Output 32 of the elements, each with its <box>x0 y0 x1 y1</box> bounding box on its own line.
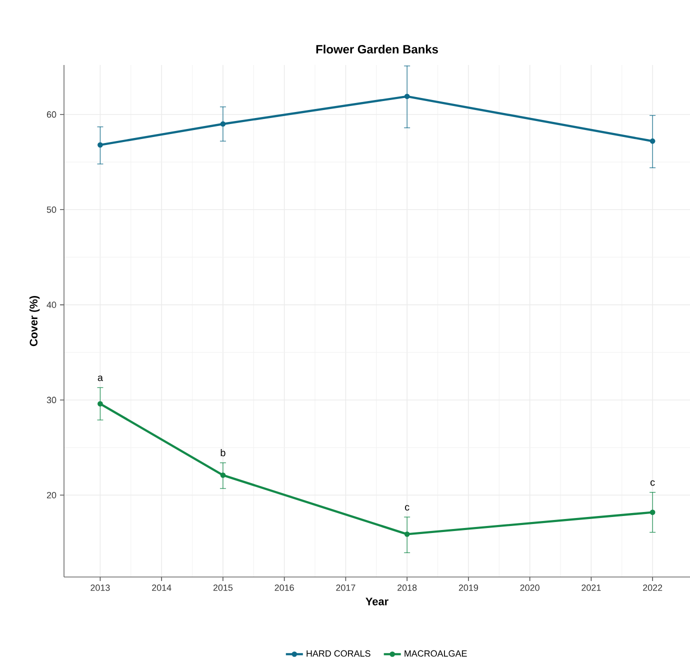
point <box>98 142 103 148</box>
legend-label: MACROALGAE <box>404 650 467 657</box>
x-tick-label: 2017 <box>336 584 356 591</box>
point <box>650 138 656 144</box>
annotation: c <box>405 505 410 511</box>
point <box>404 94 410 100</box>
x-tick-label: 2022 <box>643 584 662 591</box>
point <box>220 472 226 478</box>
x-tick-label: 2018 <box>398 584 417 591</box>
point <box>98 401 103 406</box>
y-tick-label: 40 <box>46 302 56 308</box>
x-tick-label: 2013 <box>90 584 110 591</box>
legend-label: HARD CORALS <box>306 650 370 657</box>
x-tick-label: 2016 <box>274 584 294 591</box>
y-tick-label: 50 <box>46 206 56 213</box>
annotation: c <box>650 480 655 486</box>
x-tick-label: 2020 <box>520 584 540 591</box>
y-tick-label: 60 <box>46 111 56 118</box>
x-tick-label: 2021 <box>582 584 601 591</box>
point <box>650 510 656 515</box>
point <box>404 531 410 537</box>
y-tick-label: 20 <box>46 492 56 498</box>
annotation: a <box>98 376 103 382</box>
x-tick-label: 2019 <box>458 584 478 591</box>
x-axis-title: Year <box>366 598 388 606</box>
chart-title: Flower Garden Banks <box>316 44 438 54</box>
y-tick-label: 30 <box>46 396 56 404</box>
y-axis-title: Cover (%) <box>29 296 40 346</box>
point <box>220 121 226 127</box>
x-tick-label: 2015 <box>213 584 233 591</box>
annotation: b <box>220 448 226 456</box>
x-tick-label: 2014 <box>152 584 172 591</box>
